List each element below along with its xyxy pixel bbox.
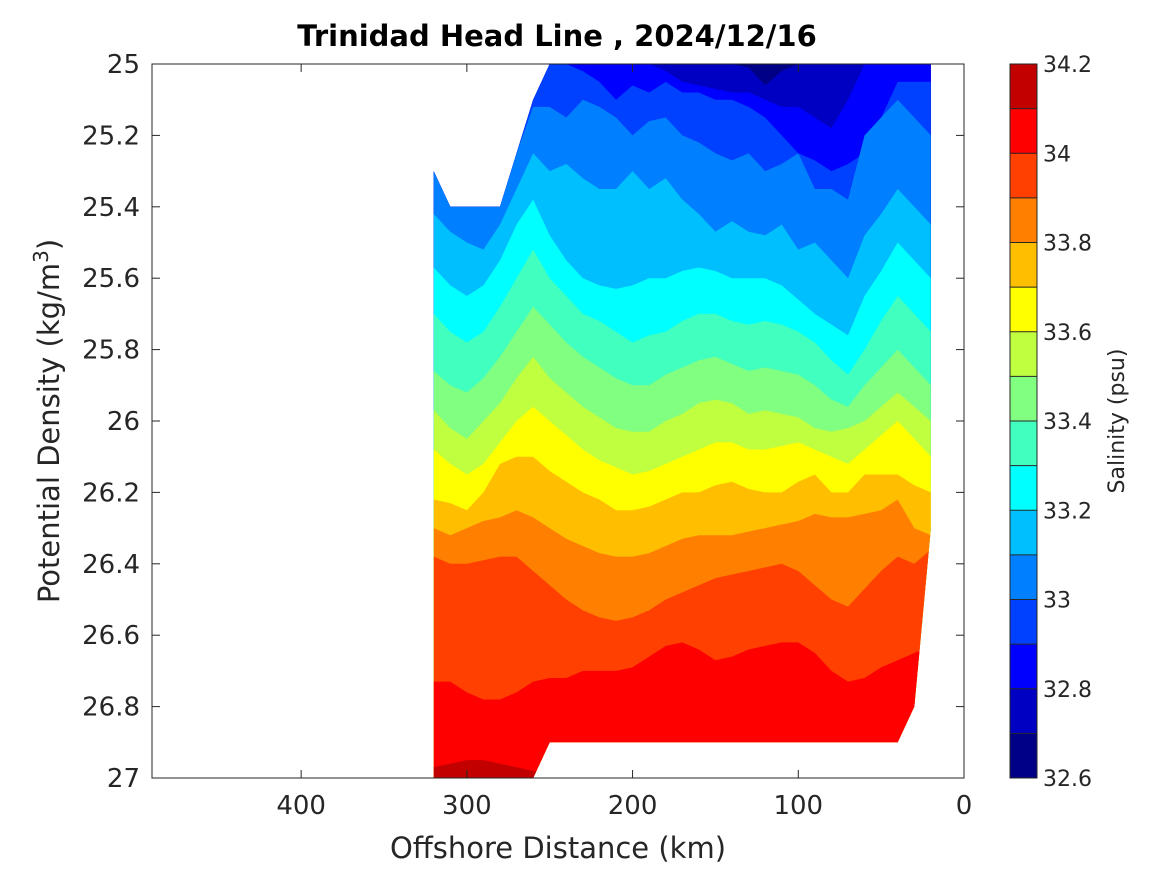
- colorbar-swatch-32.6: [1010, 733, 1037, 779]
- y-tick-label: 26.4: [82, 550, 140, 580]
- y-axis-label-superscript: 3: [29, 250, 53, 263]
- y-axis: 25 25.2 25.4 25.6 25.8 26 26.2 26.4 26.6 26.8 27: [82, 50, 964, 794]
- y-tick-label: 25.2: [82, 121, 140, 151]
- colorbar-swatch-33.3: [1010, 421, 1037, 467]
- x-axis: 400 300 200 100 0: [276, 64, 972, 821]
- colorbar-swatch-34.1: [1010, 64, 1037, 110]
- x-tick-label: 100: [773, 791, 823, 821]
- colorbar-tick-label: 32.8: [1043, 678, 1092, 703]
- y-axis-label-close: ): [32, 239, 66, 250]
- chart-title: Trinidad Head Line , 2024/12/16: [297, 19, 817, 53]
- x-tick-label: 200: [608, 791, 658, 821]
- colorbar-swatch-34: [1010, 108, 1037, 154]
- y-axis-label: Potential Density (kg/m3): [29, 239, 66, 603]
- y-tick-label: 27: [107, 764, 140, 794]
- colorbar-swatch-33: [1010, 554, 1037, 600]
- y-tick-label: 26.2: [82, 478, 140, 508]
- y-tick-label: 25.6: [82, 264, 140, 294]
- y-tick-label: 26.8: [82, 693, 140, 723]
- contour-fill-layer: [433, 64, 931, 778]
- colorbar-tick-label: 34.2: [1043, 53, 1092, 78]
- colorbar-swatch-33.9: [1010, 153, 1037, 199]
- colorbar: 32.6 32.8 33 33.2 33.4 33.6 33.8 34 34.2: [1009, 53, 1092, 792]
- y-tick-label: 25.8: [82, 336, 140, 366]
- y-tick-label: 25: [107, 50, 140, 80]
- x-tick-label: 0: [956, 791, 973, 821]
- colorbar-swatch-32.9: [1010, 599, 1037, 645]
- colorbar-tick-label: 33.8: [1043, 232, 1092, 257]
- colorbar-swatch-33.7: [1010, 242, 1037, 288]
- colorbar-tick-label: 33.6: [1043, 321, 1092, 346]
- y-tick-label: 25.4: [82, 193, 140, 223]
- x-tick-label: 400: [276, 791, 326, 821]
- x-tick-label: 300: [442, 791, 492, 821]
- colorbar-swatch-33.8: [1010, 197, 1037, 243]
- x-axis-label: Offshore Distance (km): [390, 831, 726, 865]
- colorbar-tick-label: 33.2: [1043, 499, 1092, 524]
- colorbar-tick-label: 33.4: [1043, 410, 1092, 435]
- y-tick-label: 26: [107, 407, 140, 437]
- colorbar-swatch-32.7: [1010, 688, 1037, 734]
- colorbar-swatch-33.2: [1010, 465, 1037, 511]
- y-axis-label-main: Potential Density (kg/m: [32, 263, 66, 603]
- colorbar-swatch-33.6: [1010, 287, 1037, 333]
- colorbar-label: Salinity (psu): [1105, 349, 1130, 494]
- colorbar-tick-label: 33: [1043, 589, 1071, 614]
- colorbar-swatch-32.8: [1010, 644, 1037, 690]
- colorbar-swatch-33.1: [1010, 510, 1037, 556]
- y-tick-label: 26.6: [82, 621, 140, 651]
- colorbar-swatch-33.4: [1010, 376, 1037, 422]
- colorbar-swatch-33.5: [1010, 331, 1037, 377]
- colorbar-tick-label: 32.6: [1043, 767, 1092, 792]
- colorbar-tick-label: 34: [1043, 142, 1071, 167]
